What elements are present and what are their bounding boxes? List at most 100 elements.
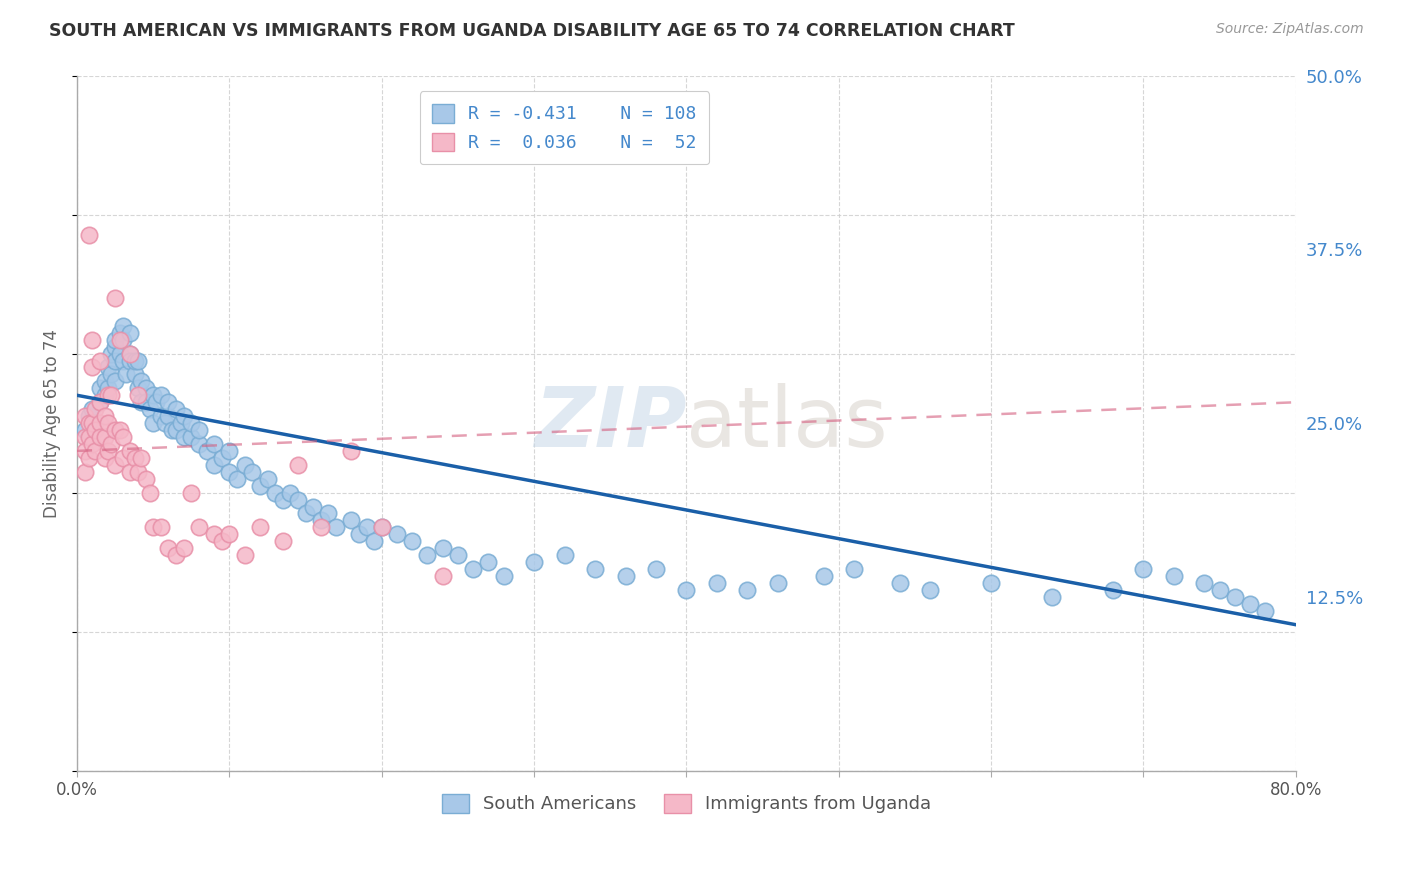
Point <box>195 444 218 458</box>
Point <box>100 388 122 402</box>
Point <box>1194 576 1216 591</box>
Point <box>249 478 271 492</box>
Point <box>142 388 165 402</box>
Point <box>264 485 287 500</box>
Point <box>139 402 162 417</box>
Point <box>73 423 96 437</box>
Point <box>142 416 165 430</box>
Point <box>84 416 107 430</box>
Point <box>1208 582 1230 597</box>
Point <box>188 437 211 451</box>
Point <box>218 444 240 458</box>
Point <box>980 576 1002 591</box>
Point <box>371 520 394 534</box>
Point <box>93 450 115 465</box>
Point <box>1102 582 1125 597</box>
Point <box>226 472 249 486</box>
Point <box>149 520 172 534</box>
Point <box>115 368 138 382</box>
Point <box>93 375 115 389</box>
Point <box>120 465 142 479</box>
Point <box>111 353 134 368</box>
Point <box>84 402 107 417</box>
Point <box>104 333 127 347</box>
Point <box>93 430 115 444</box>
Point <box>120 326 142 340</box>
Point <box>309 520 332 534</box>
Point <box>97 381 120 395</box>
Point <box>165 423 187 437</box>
Point <box>77 430 100 444</box>
Point <box>309 513 332 527</box>
Point <box>218 527 240 541</box>
Point <box>188 423 211 437</box>
Point <box>240 465 263 479</box>
Y-axis label: Disability Age 65 to 74: Disability Age 65 to 74 <box>44 328 60 517</box>
Point <box>97 444 120 458</box>
Point <box>77 409 100 424</box>
Point <box>139 485 162 500</box>
Point <box>104 375 127 389</box>
Point <box>108 326 131 340</box>
Point <box>77 416 100 430</box>
Point <box>120 353 142 368</box>
Point <box>218 465 240 479</box>
Point <box>97 360 120 375</box>
Point <box>256 472 278 486</box>
Point <box>157 395 180 409</box>
Point <box>127 381 149 395</box>
Point <box>89 395 111 409</box>
Point <box>135 381 157 395</box>
Point <box>124 450 146 465</box>
Point <box>889 576 911 591</box>
Point <box>340 513 363 527</box>
Point <box>287 492 309 507</box>
Point <box>135 472 157 486</box>
Point <box>287 458 309 472</box>
Point <box>1223 590 1246 604</box>
Point <box>93 388 115 402</box>
Point <box>170 416 193 430</box>
Point <box>1132 562 1154 576</box>
Point <box>145 395 167 409</box>
Point <box>202 527 225 541</box>
Point <box>165 402 187 417</box>
Point <box>347 527 370 541</box>
Point <box>271 534 294 549</box>
Point <box>104 340 127 354</box>
Point <box>842 562 865 576</box>
Point <box>97 416 120 430</box>
Point <box>614 569 637 583</box>
Point <box>202 437 225 451</box>
Point <box>477 555 499 569</box>
Point <box>160 423 183 437</box>
Point <box>108 346 131 360</box>
Point <box>432 569 454 583</box>
Text: atlas: atlas <box>686 383 889 464</box>
Point <box>249 520 271 534</box>
Point <box>82 437 104 451</box>
Point <box>73 409 96 424</box>
Point <box>318 507 340 521</box>
Point <box>180 416 202 430</box>
Point <box>89 395 111 409</box>
Point <box>82 416 104 430</box>
Point <box>120 346 142 360</box>
Point <box>108 333 131 347</box>
Point <box>77 450 100 465</box>
Point <box>129 395 152 409</box>
Point <box>920 582 942 597</box>
Point <box>294 507 316 521</box>
Point <box>173 430 195 444</box>
Point <box>416 548 439 562</box>
Point <box>124 368 146 382</box>
Point <box>93 409 115 424</box>
Point <box>104 353 127 368</box>
Point <box>706 576 728 591</box>
Point <box>371 520 394 534</box>
Point <box>492 569 515 583</box>
Point <box>173 541 195 556</box>
Point <box>127 465 149 479</box>
Point <box>129 375 152 389</box>
Point <box>173 409 195 424</box>
